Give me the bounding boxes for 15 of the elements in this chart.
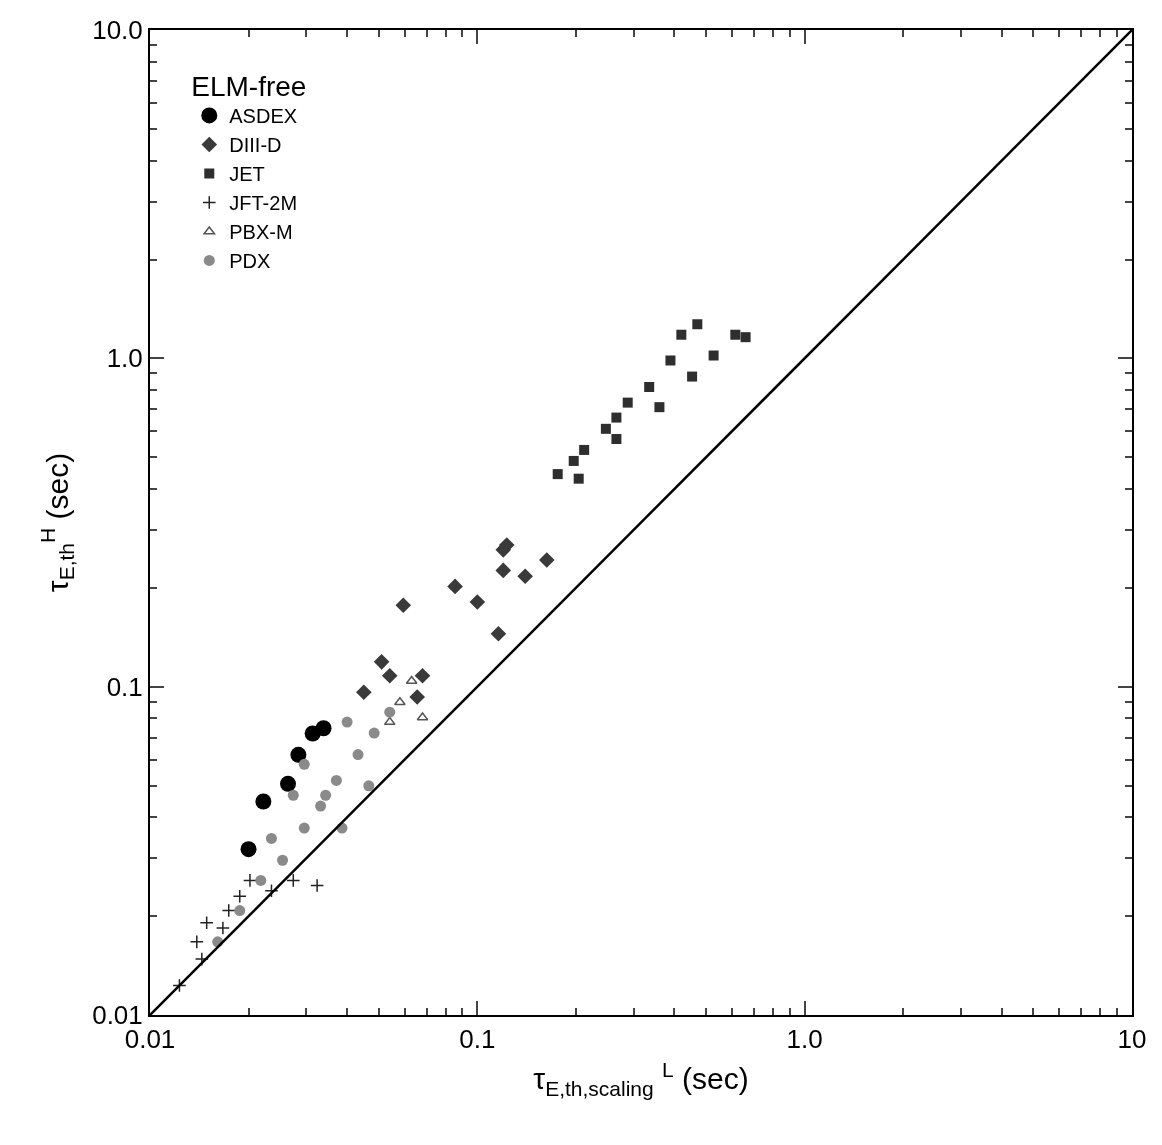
y-tick-label: 10.0 (92, 15, 143, 46)
x-tick-label: 10 (1117, 1024, 1147, 1055)
x-tick-label: 0.1 (459, 1024, 496, 1055)
legend-title: ELM-free (191, 70, 307, 102)
y-tick-label: 0.1 (106, 671, 143, 702)
legend-label: JET (229, 163, 265, 186)
x-axis-title: τ$_{E,th,scaling}$ $^{L}$ (sec) (533, 1057, 749, 1100)
legend-label: ASDEX (229, 105, 298, 128)
legend-label: PBX-M (229, 221, 293, 244)
y-tick-label: 0.01 (92, 1000, 143, 1031)
y-tick-label: 1.0 (106, 343, 143, 374)
x-tick-label: 1.0 (786, 1024, 823, 1055)
legend-label: JFT-2M (229, 192, 298, 215)
legend-label: DIII-D (229, 134, 282, 157)
legend-label: PDX (229, 250, 271, 273)
